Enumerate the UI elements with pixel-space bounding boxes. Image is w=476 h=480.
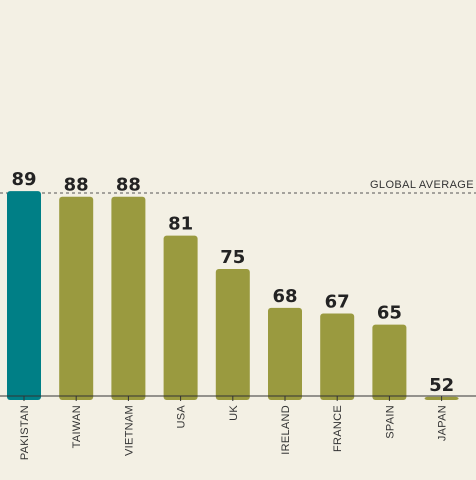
- bar-pakistan: [7, 191, 41, 400]
- category-label-vietnam: VIETNAM: [123, 405, 135, 456]
- bar-taiwan: [59, 196, 94, 400]
- value-label-japan: 52: [429, 375, 454, 396]
- value-label-spain: 65: [377, 303, 402, 324]
- bar-vietnam: [111, 196, 146, 400]
- value-label-taiwan: 88: [64, 175, 89, 196]
- value-label-vietnam: 88: [116, 175, 141, 196]
- bars-group: [7, 191, 459, 400]
- value-label-uk: 75: [220, 247, 245, 268]
- category-label-usa: USA: [176, 405, 188, 429]
- category-label-uk: UK: [228, 405, 240, 421]
- global-average-label: GLOBAL AVERAGE: [370, 179, 474, 191]
- x-axis-ticks: [23, 396, 443, 401]
- value-labels-group: 89 88 88 81 75 68 67 65 52: [11, 169, 454, 396]
- category-label-taiwan: TAIWAN: [71, 405, 83, 448]
- category-label-japan: JAPAN: [437, 405, 449, 441]
- value-label-usa: 81: [168, 214, 193, 235]
- value-label-pakistan: 89: [11, 169, 36, 190]
- bar-uk: [215, 269, 250, 400]
- category-label-france: FRANCE: [332, 405, 344, 452]
- category-labels-group: PAKISTAN TAIWAN VIETNAM USA UK IRELAND FRANCE S…: [19, 405, 449, 461]
- category-label-ireland: IRELAND: [280, 405, 292, 455]
- bar-ireland: [268, 307, 302, 400]
- value-label-ireland: 68: [272, 286, 297, 307]
- value-label-france: 67: [325, 291, 350, 312]
- category-label-spain: SPAIN: [384, 405, 396, 439]
- bar-usa: [163, 235, 198, 400]
- bar-spain: [372, 324, 407, 400]
- category-label-pakistan: PAKISTAN: [19, 405, 31, 460]
- bar-france: [320, 313, 355, 400]
